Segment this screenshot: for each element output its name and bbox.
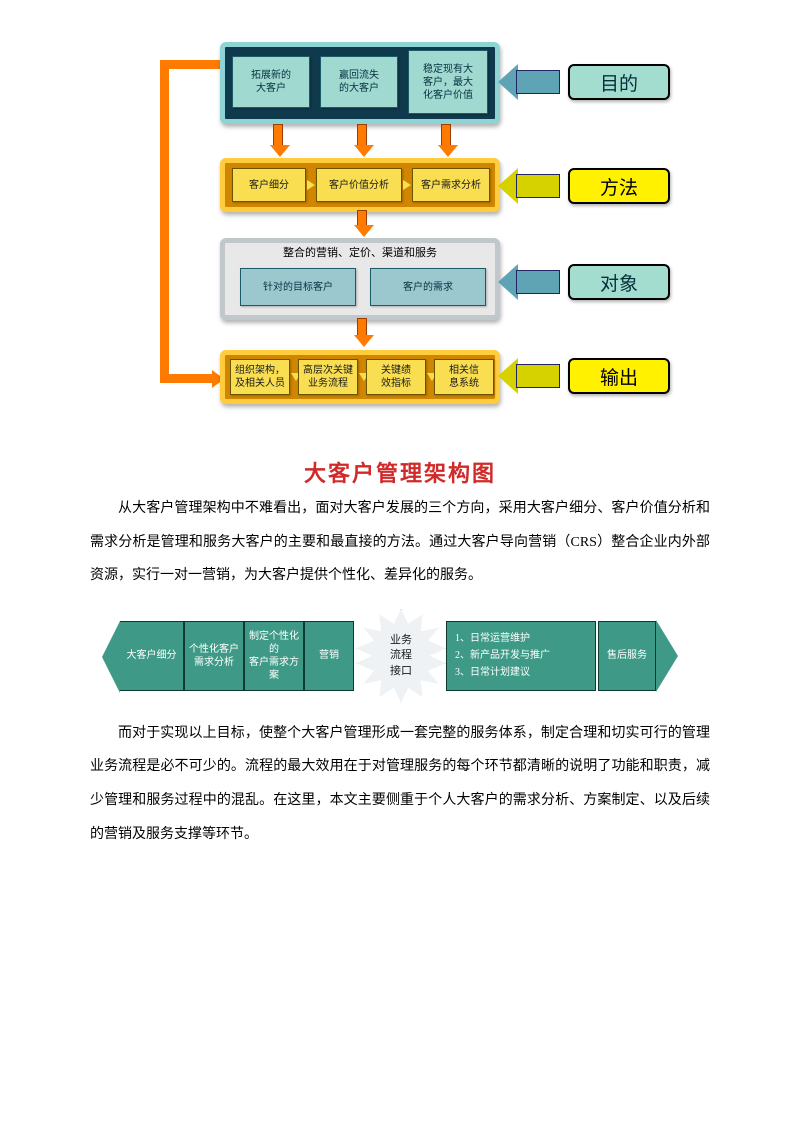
flow-op-2: 2、新产品开发与推广	[455, 647, 587, 664]
arrow-down-icon	[354, 318, 370, 347]
label-output: 输出	[568, 358, 670, 394]
box-customer-needs: 客户的需求	[370, 268, 486, 306]
burst-label: 业务流程接口	[356, 633, 446, 679]
arrow-right-icon	[656, 620, 678, 692]
box-needs-analysis: 客户需求分析	[412, 168, 490, 202]
triangle-right-icon	[307, 180, 315, 190]
architecture-title: 大客户管理架构图	[90, 456, 710, 488]
flow-plan: 制定个性化的客户需求方案	[244, 621, 304, 691]
arrow-left-icon	[498, 358, 518, 394]
architecture-diagram: 拓展新的大客户 赢回流失的大客户 稳定现有大客户，最大化客户价值 客户细分 客户…	[120, 40, 680, 450]
flow-op-1: 1、日常运营维护	[455, 630, 587, 647]
box-system: 相关信息系统	[434, 359, 494, 395]
arrow-down-icon	[270, 124, 286, 157]
box-value-analysis: 客户价值分析	[316, 168, 402, 202]
box-winback-customers: 赢回流失的大客户	[320, 56, 398, 108]
box-segmentation: 客户细分	[232, 168, 306, 202]
arrow-left-icon	[498, 64, 518, 100]
box-target-customers: 针对的目标客户	[240, 268, 356, 306]
flow-marketing: 营销	[304, 621, 354, 691]
arrow-down-icon	[354, 210, 370, 237]
box-org: 组织架构，及相关人员	[230, 359, 290, 395]
arrow-body	[516, 270, 560, 294]
paragraph-1: 从大客户管理架构中不难看出，面对大客户发展的三个方向，采用大客户细分、客户价值分…	[90, 492, 710, 593]
box-expand-customers: 拓展新的大客户	[232, 56, 310, 108]
flow-after-sales: 售后服务	[598, 621, 656, 691]
burst-interface: 业务流程接口	[356, 609, 446, 703]
arrow-left-icon	[498, 264, 518, 300]
paragraph-2: 而对于实现以上目标，使整个大客户管理形成一套完整的服务体系，制定合理和切实可行的…	[90, 717, 710, 851]
flow-needs-analysis: 个性化客户需求分析	[184, 621, 244, 691]
flow-line	[160, 60, 169, 380]
arrow-body	[516, 364, 560, 388]
label-method: 方法	[568, 168, 670, 204]
arrow-down-icon	[438, 124, 454, 157]
layer3-header: 整合的营销、定价、渠道和服务	[230, 244, 490, 260]
box-kpi: 关键绩效指标	[366, 359, 426, 395]
flow-operations: 1、日常运营维护 2、新产品开发与推广 3、日常计划建议	[446, 621, 596, 691]
flow-op-3: 3、日常计划建议	[455, 664, 587, 681]
box-stabilize-customers: 稳定现有大客户，最大化客户价值	[408, 50, 488, 114]
process-flow-diagram: 大客户细分 个性化客户需求分析 制定个性化的客户需求方案 营销 业务流程接口 1…	[120, 601, 680, 711]
label-target: 对象	[568, 264, 670, 300]
arrow-body	[516, 70, 560, 94]
triangle-right-icon	[403, 180, 411, 190]
flow-line	[160, 374, 214, 383]
box-process: 高层次关键业务流程	[298, 359, 358, 395]
flow-segmentation: 大客户细分	[120, 621, 184, 691]
flow-line	[160, 60, 220, 69]
arrow-left-icon	[498, 168, 518, 204]
arrow-body	[516, 174, 560, 198]
arrow-down-icon	[354, 124, 370, 157]
label-purpose: 目的	[568, 64, 670, 100]
